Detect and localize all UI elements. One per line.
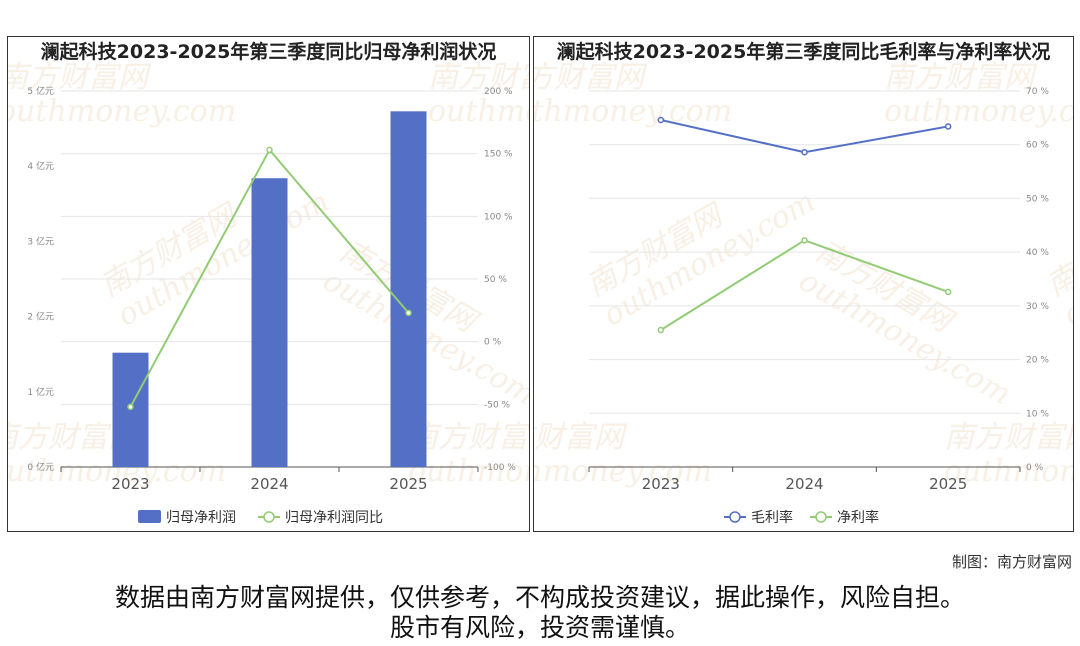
- x-tick-label: 2025: [929, 475, 967, 493]
- y-right-tick-label: 10 %: [1026, 409, 1049, 419]
- yoy-point: [266, 146, 273, 154]
- disclaimer-line-2: 股市有风险，投资需谨慎。: [389, 613, 690, 642]
- legend-swatch-marker: [729, 511, 741, 523]
- watermark-cn: 南方财富网: [534, 60, 648, 95]
- net-profit-chart: 南方财富网outhmoney.com南方财富网outhmoney.com南方财富…: [8, 60, 529, 526]
- legend-label: 归母净利润: [166, 509, 236, 526]
- watermark-en: outhmoney.com: [8, 94, 236, 129]
- margin-chart: 南方财富网outhmoney.com南方财富网outhmoney.com南方财富…: [534, 60, 1073, 526]
- series-point: [657, 116, 665, 124]
- y-right-tick-label: 30 %: [1026, 302, 1049, 312]
- legend-swatch-bar: [138, 510, 161, 523]
- series-point: [801, 148, 808, 156]
- legend-label: 毛利率: [751, 509, 793, 526]
- x-tick-label: 2024: [785, 475, 823, 493]
- bar: [251, 178, 288, 467]
- y-right-tick-label: 150 %: [484, 150, 513, 160]
- y-right-tick-label: 20 %: [1026, 356, 1049, 366]
- legend-label: 净利率: [837, 509, 879, 526]
- series-point: [944, 123, 952, 130]
- watermark-en: outhmoney.com: [944, 454, 1073, 489]
- y-right-tick-label: 70 %: [1026, 87, 1049, 97]
- y-left-tick-label: 5 亿元: [27, 85, 54, 97]
- margin-chart-panel: 澜起科技2023-2025年第三季度同比毛利率与净利率状况 南方财富网outhm…: [533, 36, 1074, 532]
- x-tick-label: 2023: [642, 475, 680, 493]
- watermark-en: outhmoney.com: [884, 94, 1073, 129]
- y-right-tick-label: 50 %: [1026, 194, 1049, 204]
- y-left-tick-label: 3 亿元: [27, 235, 54, 247]
- y-right-tick-label: -50 %: [484, 400, 511, 410]
- yoy-point: [127, 403, 134, 411]
- x-tick-label: 2023: [111, 475, 149, 493]
- watermark-cn: 南方财富网: [884, 60, 1038, 95]
- net-profit-chart-panel: 澜起科技2023-2025年第三季度同比归母净利润状况 南方财富网 outhmon…: [7, 36, 530, 532]
- y-right-tick-label: 0 %: [1026, 463, 1044, 473]
- watermark-en: outhmoney.com: [534, 454, 712, 489]
- right-chart-title: 澜起科技2023-2025年第三季度同比毛利率与净利率状况: [556, 41, 1051, 63]
- y-right-tick-label: 0 %: [484, 338, 502, 348]
- y-right-tick-label: 100 %: [484, 212, 513, 222]
- disclaimer-line-1: 数据由南方财富网提供，仅供参考，不构成投资建议，据此操作，风险自担。: [114, 583, 965, 612]
- y-right-tick-label: -100 %: [484, 463, 516, 473]
- y-right-tick-label: 40 %: [1026, 248, 1049, 258]
- watermark-cn: 南方财富网: [408, 420, 529, 455]
- series-point: [944, 288, 952, 296]
- watermark-en: outhmoney.com: [408, 454, 529, 489]
- y-left-tick-label: 1 亿元: [27, 386, 54, 398]
- y-right-tick-label: 60 %: [1026, 141, 1049, 151]
- series-point: [801, 237, 808, 244]
- x-tick-label: 2025: [389, 475, 427, 493]
- watermark-cn: 南方财富网: [428, 60, 529, 95]
- y-right-tick-label: 200 %: [484, 87, 513, 97]
- watermark-en: outhmoney.com: [428, 94, 529, 129]
- y-left-tick-label: 2 亿元: [27, 311, 54, 323]
- watermark-cn: 南方财富网: [944, 420, 1073, 455]
- watermark-en: outhmoney.com: [534, 94, 732, 129]
- legend-swatch-marker: [815, 511, 827, 523]
- y-left-tick-label: 4 亿元: [27, 160, 54, 172]
- bar: [390, 111, 427, 467]
- legend-label: 归母净利润同比: [285, 509, 383, 526]
- y-right-tick-label: 50 %: [484, 275, 507, 285]
- watermark-cn: 南方财富网: [534, 420, 628, 455]
- y-left-tick-label: 0 亿元: [27, 461, 54, 473]
- left-chart-title: 澜起科技2023-2025年第三季度同比归母净利润状况: [40, 41, 497, 63]
- legend-swatch-marker: [263, 511, 275, 523]
- x-tick-label: 2024: [250, 475, 288, 493]
- series-point: [657, 326, 665, 334]
- yoy-point: [405, 309, 412, 317]
- watermark-cn: 南方财富网: [8, 60, 152, 95]
- chart-credit: 制图：南方财富网: [951, 553, 1072, 571]
